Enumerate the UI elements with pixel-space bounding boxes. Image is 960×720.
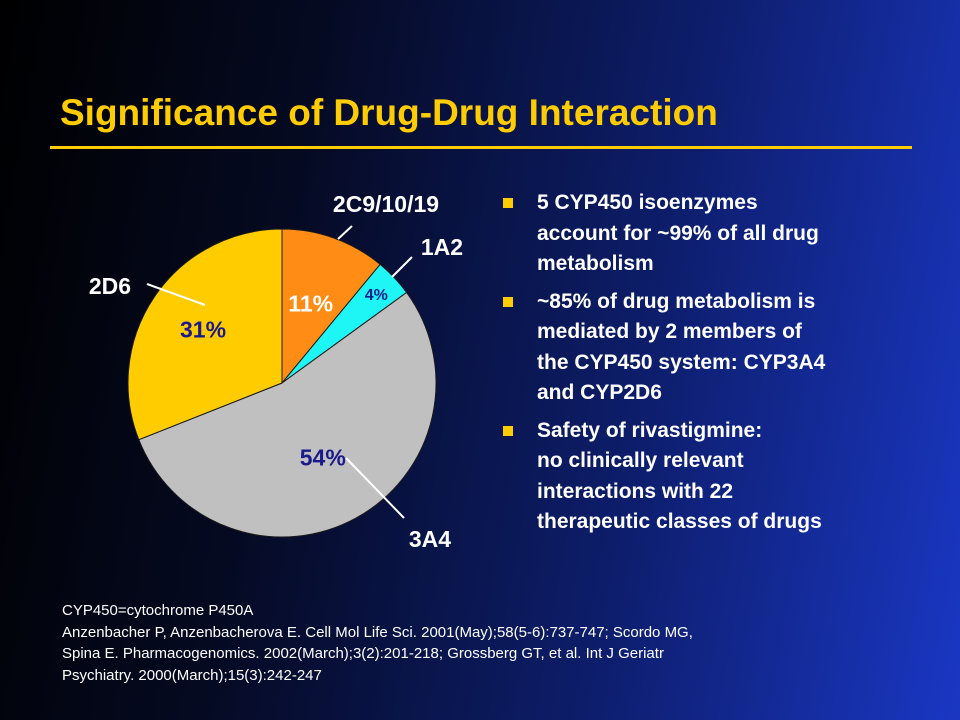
slide-title: Significance of Drug-Drug Interaction — [60, 92, 718, 133]
slice-category-label: 3A4 — [409, 526, 451, 552]
pie-slice-2c9-10-19 — [281, 228, 381, 385]
leader-line — [345, 457, 405, 519]
bullet-text: Safety of rivastigmine: no clinically re… — [537, 418, 822, 534]
leader-line — [337, 225, 353, 240]
bullet-text: 5 CYP450 isoenzymes account for ~99% of … — [537, 191, 819, 275]
bullet-list: 5 CYP450 isoenzymes account for ~99% of … — [500, 188, 920, 545]
slice-category-label: 1A2 — [421, 234, 463, 260]
square-bullet-icon — [503, 198, 513, 208]
slice-percent-label: 54% — [300, 444, 346, 470]
square-bullet-icon — [503, 425, 513, 436]
bullet-item: Safety of rivastigmine: no clinically re… — [500, 416, 920, 538]
slice-category-label: 2C9/10/19 — [333, 191, 439, 217]
title-underline — [50, 146, 912, 149]
bullet-item: 5 CYP450 isoenzymes account for ~99% of … — [500, 188, 920, 280]
pie-slice-3a4 — [138, 291, 437, 538]
slice-percent-label: 31% — [180, 316, 226, 342]
footnote: CYP450=cytochrome P450A Anzenbacher P, A… — [62, 600, 892, 686]
bullet-text: ~85% of drug metabolism is mediated by 2… — [537, 289, 826, 405]
square-bullet-icon — [503, 296, 513, 307]
slice-category-label: 2D6 — [89, 273, 131, 299]
leader-line — [391, 256, 413, 278]
footnote-line: Anzenbacher P, Anzenbacherova E. Cell Mo… — [62, 623, 693, 641]
slice-percent-label: 11% — [288, 290, 333, 316]
bullet-item: ~85% of drug metabolism is mediated by 2… — [500, 287, 920, 409]
slice-percent-label: 4% — [365, 287, 388, 304]
footnote-line: CYP450=cytochrome P450A — [62, 602, 254, 619]
leader-line — [146, 283, 206, 306]
pie-slice-2d6 — [127, 228, 283, 441]
footnote-line: Psychiatry. 2000(March);15(3):242-247 — [62, 666, 322, 684]
footnote-line: Spina E. Pharmacogenomics. 2002(March);3… — [62, 645, 664, 662]
